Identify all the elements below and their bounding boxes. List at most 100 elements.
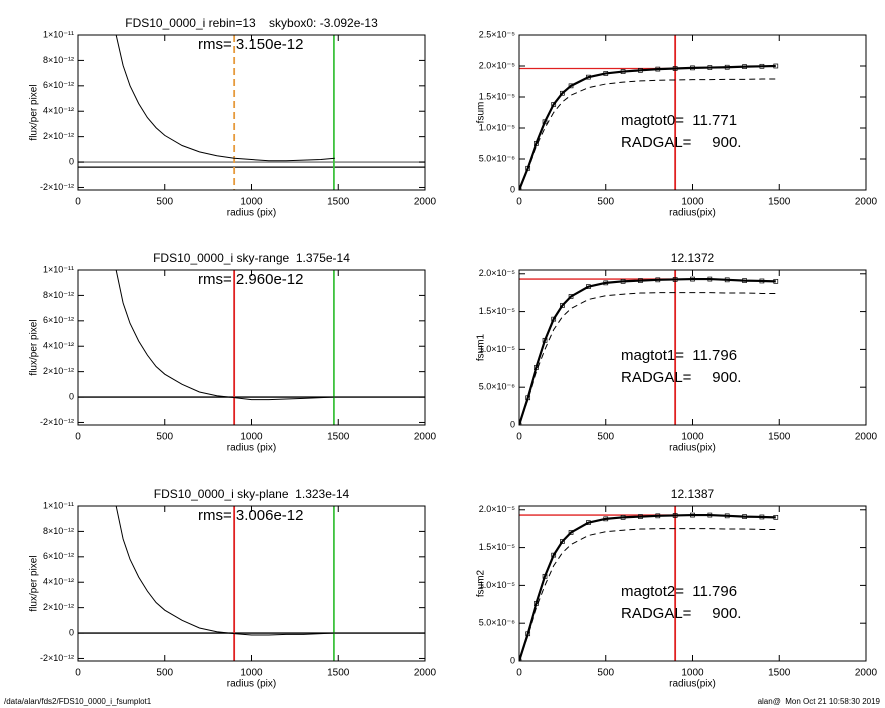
- x-tick-label: 0: [75, 197, 81, 208]
- x-tick-label: 0: [75, 668, 81, 679]
- y-axis-label: fsum1: [476, 333, 487, 361]
- data-line: [115, 35, 335, 162]
- data-marker: [586, 74, 591, 80]
- data-marker: [773, 63, 779, 69]
- x-tick-label: 1000: [681, 668, 704, 679]
- data-marker: [690, 65, 695, 71]
- x-tick-label: 500: [597, 197, 614, 208]
- y-tick-label: 0: [510, 184, 515, 194]
- x-tick-label: 500: [156, 668, 173, 679]
- y-tick-label: 1.0×10⁻⁵: [479, 122, 516, 132]
- y-tick-label: 4×10⁻¹²: [43, 106, 74, 116]
- y-tick-label: 4×10⁻¹²: [43, 341, 74, 351]
- y-axis-label: flux/per pixel: [29, 555, 40, 611]
- y-tick-label: 6×10⁻¹²: [43, 80, 74, 90]
- data-marker: [724, 277, 730, 283]
- data-line: [115, 270, 335, 401]
- data-line: [519, 292, 776, 425]
- data-marker: [551, 102, 557, 107]
- data-marker: [638, 514, 643, 519]
- frame: [77, 505, 426, 662]
- y-tick-label: 0: [69, 156, 74, 166]
- y-tick-label: 0: [69, 627, 74, 637]
- x-tick-label: 1500: [768, 432, 791, 443]
- y-tick-label: 8×10⁻¹²: [43, 55, 74, 65]
- x-tick-label: 0: [75, 432, 81, 443]
- y-tick-label: 2.0×10⁻⁵: [479, 504, 516, 514]
- data-marker: [533, 141, 539, 146]
- y-axis-label: fsum2: [476, 569, 487, 597]
- plot-area: [78, 506, 425, 661]
- data-marker: [568, 294, 574, 299]
- x-tick-label: 500: [156, 197, 173, 208]
- y-tick-label: 1.0×10⁻⁵: [479, 344, 516, 354]
- y-tick-label: -2×10⁻¹²: [40, 653, 74, 663]
- x-tick-label: 1000: [240, 432, 263, 443]
- footer-date: alan@ Mon Oct 21 10:58:30 2019: [758, 697, 881, 706]
- data-marker: [525, 631, 531, 637]
- data-marker: [773, 514, 779, 520]
- data-marker: [672, 277, 678, 282]
- y-tick-label: 1.5×10⁻⁵: [479, 542, 516, 552]
- annotation: rms= 3.150e-12: [198, 36, 303, 53]
- panel: 0 500 1000 1500 2000 2.0×10⁻⁵ 1.5×10⁻⁵ 1.0×10⁻⁵…: [476, 487, 878, 689]
- y-tick-label: 2×10⁻¹²: [43, 602, 74, 612]
- y-tick-label: 5.0×10⁻⁶: [479, 153, 516, 163]
- frame: [77, 269, 426, 426]
- data-marker: [707, 512, 713, 518]
- data-marker: [638, 278, 643, 283]
- data-marker: [690, 276, 695, 282]
- x-axis-label: radius (pix): [227, 679, 276, 690]
- x-tick-label: 500: [156, 432, 173, 443]
- data-marker: [620, 514, 626, 520]
- data-marker: [742, 278, 747, 283]
- y-tick-label: 1.5×10⁻⁵: [479, 91, 516, 101]
- data-marker: [551, 552, 557, 558]
- plot-area: [519, 35, 779, 190]
- chart-title: FDS10_0000_i sky-range 1.375e-14: [153, 251, 350, 265]
- y-tick-label: 0: [510, 655, 515, 665]
- data-marker: [560, 539, 565, 544]
- data-marker: [542, 337, 548, 343]
- data-marker: [742, 514, 747, 519]
- x-axis-label: radius (pix): [227, 208, 276, 219]
- x-tick-label: 1000: [681, 432, 704, 443]
- y-tick-label: 0: [510, 419, 515, 429]
- x-tick-label: 0: [516, 668, 522, 679]
- data-marker: [759, 514, 765, 520]
- y-tick-label: 2.5×10⁻⁵: [479, 29, 516, 39]
- y-tick-label: -2×10⁻¹²: [40, 182, 74, 192]
- data-marker: [586, 284, 591, 289]
- plot-area: [78, 270, 425, 425]
- x-tick-label: 1500: [327, 668, 350, 679]
- data-line: [519, 78, 776, 190]
- y-tick-label: 2×10⁻¹²: [43, 131, 74, 141]
- x-tick-label: 1500: [768, 668, 791, 679]
- data-marker: [560, 303, 565, 308]
- data-marker: [724, 64, 730, 70]
- data-marker: [672, 513, 678, 518]
- chart-title: FDS10_0000_i rebin=13 skybox0: -3.092e-1…: [125, 16, 378, 30]
- data-marker: [707, 276, 713, 282]
- x-tick-label: 1500: [327, 197, 350, 208]
- data-marker: [586, 520, 591, 525]
- data-marker: [638, 67, 643, 73]
- chart-title: FDS10_0000_i sky-plane 1.323e-14: [154, 487, 350, 501]
- data-marker: [525, 395, 531, 401]
- data-marker: [655, 66, 661, 72]
- y-tick-label: 5.0×10⁻⁶: [479, 382, 516, 392]
- data-marker: [551, 316, 557, 322]
- plot-area: [519, 270, 779, 425]
- annotation: RADGAL= 900.: [621, 605, 741, 622]
- data-marker: [655, 277, 661, 283]
- x-tick-label: 500: [597, 668, 614, 679]
- data-marker: [759, 278, 765, 284]
- annotation: magtot1= 11.796: [621, 347, 737, 364]
- x-axis-label: radius(pix): [669, 679, 716, 690]
- y-axis-label: fsum: [476, 102, 487, 124]
- x-axis-label: radius (pix): [227, 443, 276, 454]
- data-marker: [603, 71, 609, 76]
- x-tick-label: 1500: [768, 197, 791, 208]
- y-tick-label: 1.5×10⁻⁵: [479, 306, 516, 316]
- data-marker: [542, 573, 548, 579]
